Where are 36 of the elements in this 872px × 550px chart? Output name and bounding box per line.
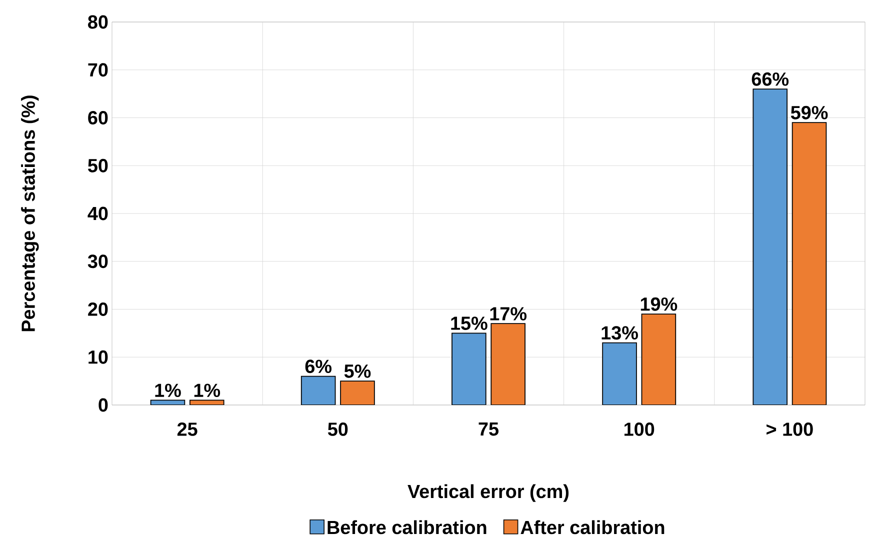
data-label: 1% [194, 384, 220, 398]
data-label: 6% [305, 360, 332, 374]
y-tick-label: 20 [88, 302, 108, 316]
x-tick-label: 50 [328, 422, 348, 436]
bar [340, 380, 375, 405]
bar [300, 376, 336, 405]
x-tick-label: 75 [478, 422, 498, 436]
legend-label: After calibration [520, 520, 664, 534]
y-tick-label: 10 [88, 350, 108, 364]
data-label: 59% [790, 106, 828, 120]
y-tick-label: 50 [88, 158, 108, 172]
bar [490, 323, 526, 405]
data-label: 66% [752, 72, 789, 86]
x-tick-label: > 100 [766, 422, 813, 436]
x-tick-label: 100 [624, 422, 654, 436]
data-label: 13% [602, 326, 638, 340]
y-tick-label: 30 [88, 254, 108, 268]
x-tick-label: 25 [177, 422, 198, 436]
y-tick-label: 70 [88, 63, 108, 77]
y-tick-label: 80 [88, 15, 108, 29]
data-label: 5% [344, 364, 371, 378]
data-label: 15% [451, 316, 488, 330]
data-label: 17% [490, 307, 527, 320]
legend-label: Before calibration [328, 520, 486, 534]
data-label: 1% [155, 384, 181, 398]
y-axis-title: Percentage of stations (%) [21, 96, 39, 332]
bar [752, 88, 788, 405]
y-tick-label: 60 [88, 111, 108, 124]
data-label: 19% [640, 297, 678, 311]
y-tick-label: 40 [88, 206, 108, 220]
bar [641, 314, 676, 405]
x-axis-title: Vertical error (cm) [408, 484, 569, 502]
bar [452, 332, 486, 405]
bar [792, 122, 827, 405]
y-tick-label: 0 [98, 398, 108, 412]
bar [602, 342, 637, 405]
